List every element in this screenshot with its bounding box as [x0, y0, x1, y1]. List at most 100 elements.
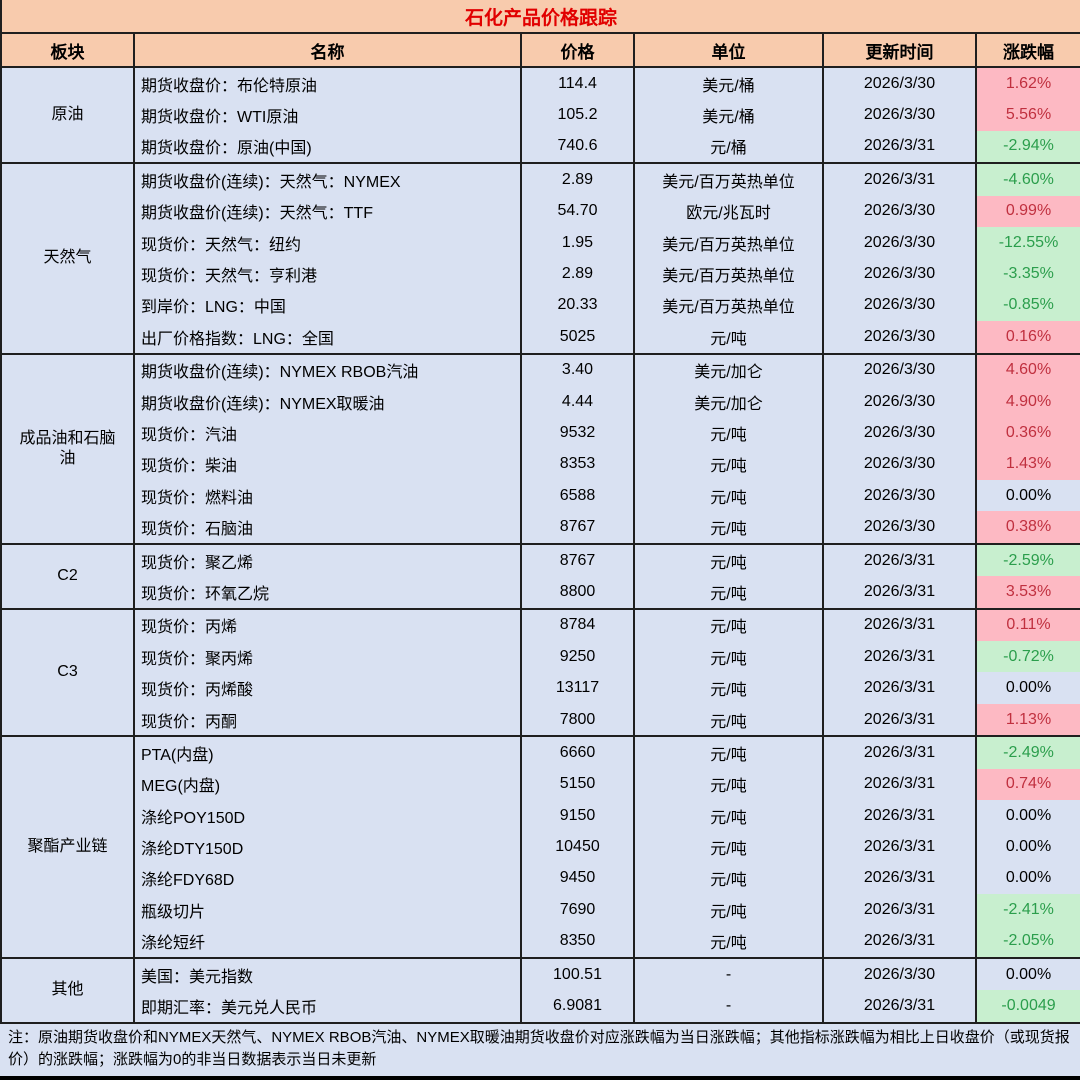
- unit-cell: 元/吨: [633, 417, 823, 449]
- change-cell: 0.00%: [974, 831, 1080, 863]
- price-cell: 114.4: [520, 65, 634, 100]
- date-cell: 2026/3/30: [822, 321, 976, 354]
- name-cell: 现货价：石脑油: [133, 511, 521, 544]
- unit-cell: 美元/百万英热单位: [633, 162, 823, 196]
- sector-cell: 原油: [0, 65, 134, 164]
- price-cell: 3.40: [520, 352, 634, 386]
- price-cell: 2.89: [520, 162, 634, 196]
- price-cell: 13117: [520, 672, 634, 704]
- unit-cell: 美元/加仑: [633, 385, 823, 418]
- price-cell: 10450: [520, 831, 634, 863]
- name-cell: 期货收盘价(连续)：NYMEX RBOB汽油: [133, 352, 521, 386]
- name-cell: 现货价：天然气：纽约: [133, 226, 521, 259]
- col-header-unit: 单位: [633, 33, 823, 68]
- date-cell: 2026/3/30: [822, 258, 976, 290]
- price-cell: 7690: [520, 894, 634, 926]
- date-cell: 2026/3/31: [822, 607, 976, 642]
- unit-cell: 元/吨: [633, 321, 823, 354]
- table-row: 涤纶POY150D 9150 元/吨 2026/3/31 0.00%: [1, 799, 1080, 832]
- unit-cell: 元/吨: [633, 703, 823, 737]
- table-row: 其他 美国：美元指数 100.51-2026/3/30 0.00%: [0, 956, 1080, 1023]
- table-row: C2 现货价：聚乙烯 8767 元/吨 2026/3/31 -2.59%: [0, 542, 1080, 609]
- price-table: 石化产品价格跟踪 板块 名称 价格 单位 更新时间 涨跌幅 原油 期货收盘价：布伦…: [0, 0, 1080, 1024]
- name-cell: 现货价：环氧乙烷: [133, 576, 521, 609]
- name-cell: 现货价：天然气：亨利港: [133, 258, 521, 290]
- change-cell: 4.60%: [974, 352, 1080, 386]
- price-cell: 8800: [520, 576, 634, 609]
- change-cell: -0.0049: [974, 990, 1080, 1023]
- change-cell: 0.38%: [974, 511, 1080, 544]
- price-cell: 9532: [520, 417, 634, 449]
- name-cell: 涤纶短纤: [133, 925, 521, 958]
- price-cell: 6588: [520, 480, 634, 512]
- price-cell: 2.89: [520, 258, 634, 290]
- price-cell: 54.70: [520, 195, 634, 227]
- name-cell: MEG(内盘): [133, 768, 521, 800]
- sector-cell: C3: [0, 607, 134, 737]
- bottom-divider: [0, 1075, 1080, 1080]
- change-cell: 0.00%: [974, 862, 1080, 895]
- unit-cell: 美元/桶: [633, 99, 823, 131]
- unit-cell: 元/吨: [633, 831, 823, 863]
- date-cell: 2026/3/30: [822, 99, 976, 131]
- table-row: 到岸价：LNG：中国 20.33 美元/百万英热单位 2026/3/30 -0.85%: [1, 289, 1080, 322]
- change-cell: -4.60%: [974, 162, 1080, 196]
- price-cell: 8767: [520, 511, 634, 544]
- unit-cell: 美元/桶: [633, 65, 823, 100]
- name-cell: 期货收盘价：WTI原油: [133, 99, 521, 131]
- table-row: 期货收盘价(连续)：NYMEX取暖油 4.44 美元/加仑 2026/3/30 4.90…: [1, 385, 1080, 418]
- name-cell: 出厂价格指数：LNG：全国: [133, 321, 521, 354]
- change-cell: -0.72%: [974, 641, 1080, 673]
- name-cell: 到岸价：LNG：中国: [133, 289, 521, 322]
- date-cell: 2026/3/31: [822, 831, 976, 863]
- price-cell: 6.9081: [520, 990, 634, 1023]
- change-cell: 0.74%: [974, 768, 1080, 800]
- date-cell: 2026/3/31: [822, 542, 976, 577]
- title-row: 石化产品价格跟踪: [0, 0, 1080, 34]
- price-cell: 5150: [520, 768, 634, 800]
- sector-cell: C2: [0, 542, 134, 609]
- price-cell: 8350: [520, 925, 634, 958]
- unit-cell: 元/吨: [633, 607, 823, 642]
- unit-cell: 欧元/兆瓦时: [633, 195, 823, 227]
- unit-cell: 元/吨: [633, 735, 823, 769]
- unit-cell: 元/吨: [633, 480, 823, 512]
- date-cell: 2026/3/31: [822, 703, 976, 737]
- change-cell: 0.99%: [974, 195, 1080, 227]
- change-cell: -2.41%: [974, 894, 1080, 926]
- change-cell: 0.36%: [974, 417, 1080, 449]
- change-cell: 0.00%: [974, 799, 1080, 832]
- unit-cell: 美元/百万英热单位: [633, 258, 823, 290]
- date-cell: 2026/3/31: [822, 130, 976, 164]
- name-cell: 现货价：聚乙烯: [133, 542, 521, 577]
- table-row: 原油 期货收盘价：布伦特原油 114.4 美元/桶 2026/3/30 1.62%: [0, 65, 1080, 164]
- col-header-change: 涨跌幅: [974, 33, 1080, 68]
- change-cell: 1.13%: [974, 703, 1080, 737]
- table-row: 现货价：天然气：亨利港 2.89 美元/百万英热单位 2026/3/30 -3.35%: [1, 258, 1080, 290]
- change-cell: 0.16%: [974, 321, 1080, 354]
- sector-cell: 聚酯产业链: [0, 735, 134, 958]
- date-cell: 2026/3/31: [822, 925, 976, 958]
- table-row: 聚酯产业链 PTA(内盘) 6660 元/吨 2026/3/31 -2.49%: [0, 735, 1080, 958]
- table-row: 现货价：石脑油 8767 元/吨 2026/3/30 0.38%: [1, 511, 1080, 544]
- date-cell: 2026/3/30: [822, 956, 976, 991]
- date-cell: 2026/3/30: [822, 195, 976, 227]
- table-row: 现货价：柴油 8353 元/吨 2026/3/30 1.43%: [1, 448, 1080, 481]
- price-cell: 8767: [520, 542, 634, 577]
- change-cell: 5.56%: [974, 99, 1080, 131]
- price-cell: 4.44: [520, 385, 634, 418]
- name-cell: 期货收盘价：原油(中国): [133, 130, 521, 164]
- change-cell: -2.05%: [974, 925, 1080, 958]
- name-cell: 即期汇率：美元兑人民币: [133, 990, 521, 1023]
- name-cell: 现货价：柴油: [133, 448, 521, 481]
- change-cell: -3.35%: [974, 258, 1080, 290]
- sector-cell: 其他: [0, 956, 134, 1023]
- footnote: 注：原油期货收盘价和NYMEX天然气、NYMEX RBOB汽油、NYMEX取暖油…: [0, 1023, 1080, 1076]
- table-row: 期货收盘价：原油(中国) 740.6 元/桶 2026/3/31 -2.94%: [1, 130, 1080, 164]
- name-cell: 涤纶FDY68D: [133, 862, 521, 895]
- table-row: 现货价：丙烯酸 13117 元/吨 2026/3/31 0.00%: [1, 672, 1080, 704]
- price-cell: 105.2: [520, 99, 634, 131]
- name-cell: PTA(内盘): [133, 735, 521, 769]
- table-row: 涤纶DTY150D 10450 元/吨 2026/3/31 0.00%: [1, 831, 1080, 863]
- unit-cell: 元/吨: [633, 894, 823, 926]
